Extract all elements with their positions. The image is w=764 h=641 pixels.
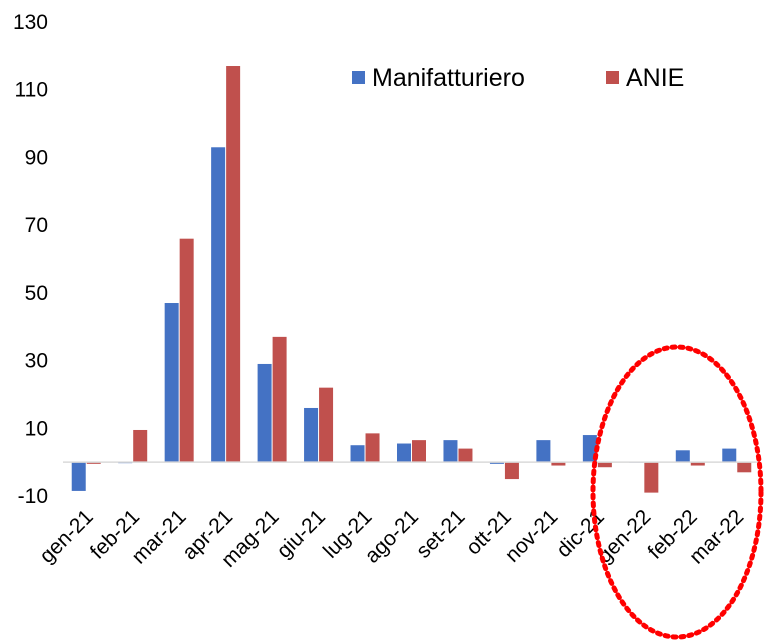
y-tick-label: 90: [25, 146, 48, 169]
legend-swatch: [352, 71, 365, 84]
bar-anie: [458, 448, 473, 463]
y-axis: -10 10 30 50 70 90 110 130: [13, 11, 48, 508]
bar-anie: [272, 336, 287, 463]
bar-manifatturiero: [489, 462, 504, 464]
x-tick-label: giu-21: [273, 505, 331, 563]
y-tick-label: 10: [25, 417, 48, 440]
bar-manifatturiero: [536, 440, 551, 463]
bar-anie: [365, 433, 380, 463]
bar-manifatturiero: [211, 147, 226, 463]
bar-manifatturiero: [675, 450, 690, 463]
legend: Manifatturiero ANIE: [352, 64, 684, 92]
legend-label: ANIE: [626, 64, 684, 92]
bar-manifatturiero: [397, 443, 411, 463]
bar-anie: [597, 462, 612, 468]
y-tick-label: 110: [15, 79, 48, 102]
bar-anie: [737, 462, 752, 473]
y-tick-label: -10: [18, 485, 48, 508]
bar-anie: [319, 387, 334, 463]
x-axis: gen-21feb-21mar-21apr-21mag-21giu-21lug-…: [35, 505, 748, 572]
bar-anie: [226, 66, 241, 463]
y-tick-label: 30: [25, 350, 48, 373]
bar-anie: [690, 462, 705, 466]
bar-anie: [133, 429, 148, 463]
legend-swatch: [606, 71, 619, 84]
bar-anie: [412, 440, 426, 463]
bar-manifatturiero: [350, 445, 365, 463]
bars: [71, 66, 752, 493]
x-tick-label: set-21: [412, 505, 470, 563]
y-tick-label: 50: [25, 282, 48, 305]
x-tick-label: nov-21: [501, 505, 563, 567]
x-tick-label: ago-21: [361, 505, 424, 568]
bar-anie: [86, 462, 101, 464]
y-tick-label: 70: [25, 214, 48, 237]
bar-manifatturiero: [304, 407, 319, 463]
bar-anie: [644, 462, 659, 493]
bar-manifatturiero: [722, 448, 737, 463]
highlight-ellipse: [590, 344, 764, 640]
y-tick-label: 130: [13, 11, 48, 34]
legend-label: Manifatturiero: [372, 64, 525, 92]
bar-manifatturiero: [164, 303, 179, 463]
bar-anie: [179, 238, 194, 463]
x-tick-label: gen-21: [35, 505, 98, 568]
bar-manifatturiero: [443, 440, 458, 463]
bar-manifatturiero: [71, 462, 86, 491]
bar-anie: [504, 462, 519, 480]
bar-manifatturiero: [257, 363, 272, 463]
bar-anie: [551, 462, 566, 466]
